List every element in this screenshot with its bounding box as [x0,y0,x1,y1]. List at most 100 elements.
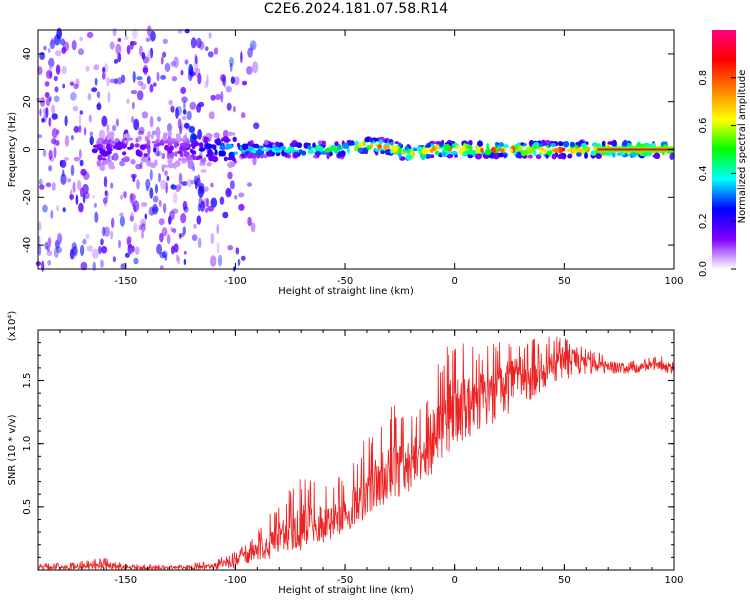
heatmap-cell [348,142,355,146]
heatmap-cell [198,147,206,152]
heatmap-cell [53,75,58,82]
heatmap-cell [190,179,197,185]
heatmap-cell [292,151,299,159]
heatmap-cell [64,135,70,147]
heatmap-cell [429,140,436,145]
colorbar-gradient [712,30,736,269]
heatmap-cell [133,205,136,213]
heatmap-cell [178,157,182,161]
heatmap-cell [229,56,234,67]
heatmap-cell [131,28,138,40]
heatmap-cell [78,125,82,133]
heatmap-cell [447,154,452,159]
heatmap-cell [316,152,320,158]
heatmap-cell [115,118,119,127]
heatmap-cell [75,194,79,206]
heatmap-cell [145,186,149,192]
heatmap-cell [136,76,143,81]
heatmap-cell [378,139,383,145]
heatmap-cell [73,83,79,90]
heatmap-cell [247,182,252,187]
heatmap-cell [357,147,365,153]
heatmap-cell [174,151,178,157]
heatmap-cell [173,56,179,69]
heatmap-cell [223,156,228,162]
heatmap-cell [80,244,85,257]
heatmap-cell [184,28,190,34]
heatmap-cell [222,211,229,219]
heatmap-cell [227,171,233,180]
heatmap-cell [252,61,259,74]
heatmap-cell [93,64,100,71]
heatmap-cell [221,75,226,86]
heatmap-cell [73,125,80,133]
heatmap-cell [142,67,149,74]
heatmap-cell [91,87,98,93]
heatmap-cell [303,142,307,147]
heatmap-cell [269,143,273,149]
heatmap-cell [189,101,197,110]
heatmap-cell [206,161,212,167]
heatmap-cell [180,122,184,131]
heatmap-cell [134,246,140,255]
heatmap-cell [421,148,429,155]
heatmap-cell [132,71,136,83]
heatmap-cell [148,163,153,167]
heatmap-band-core [597,148,674,151]
heatmap-cell [120,194,123,200]
heatmap-cell [111,217,115,228]
heatmap-cell [45,182,52,188]
heatmap-cell [362,148,367,153]
heatmap-cell [70,92,77,101]
heatmap-cell [253,143,260,149]
heatmap-cell [167,157,173,165]
heatmap-cell [117,52,122,63]
heatmap-cell [171,245,175,255]
heatmap-cell [69,189,73,201]
heatmap-cell [183,205,189,213]
x-tick-label: 50 [558,276,571,287]
heatmap-cell [168,147,173,154]
heatmap-cell [563,140,570,148]
heatmap-cell [284,152,288,157]
heatmap-cell [214,149,218,156]
heatmap-cell [79,36,83,42]
heatmap-cell [222,129,229,138]
heatmap-cell [150,134,154,140]
heatmap-cell [75,78,80,88]
heatmap-cell [102,66,106,73]
heatmap-cell [51,181,56,191]
heatmap-cell [153,147,157,153]
heatmap-cell [46,250,53,257]
heatmap-cell [149,84,154,93]
heatmap-cell [127,146,132,150]
heatmap-cell [208,111,215,120]
heatmap-cell [153,143,157,148]
y-tick-label: 0 [22,146,33,152]
heatmap-cell [49,71,53,79]
heatmap-cell [204,46,209,52]
heatmap-cell [162,51,167,58]
heatmap-cell [38,221,42,231]
heatmap-cell [141,52,146,60]
heatmap-cell [409,151,414,156]
heatmap-cell [179,145,186,152]
heatmap-cell [48,149,53,160]
heatmap-cell [47,237,52,248]
heatmap-cell [162,203,167,214]
heatmap-cell [188,63,194,76]
y-tick-label: 1.0 [22,436,33,452]
heatmap-cell [71,40,77,51]
heatmap-cell [160,179,167,190]
heatmap-cell [242,143,248,151]
heatmap-cell [233,105,236,113]
heatmap-cell [611,151,616,158]
heatmap-cell [161,56,164,65]
heatmap-cell [498,142,504,147]
heatmap-cell [151,130,156,136]
heatmap-cell [426,142,432,148]
heatmap-cell [466,145,473,150]
heatmap-cell [126,44,131,55]
heatmap-cell [181,181,188,186]
heatmap-cell [61,65,67,75]
